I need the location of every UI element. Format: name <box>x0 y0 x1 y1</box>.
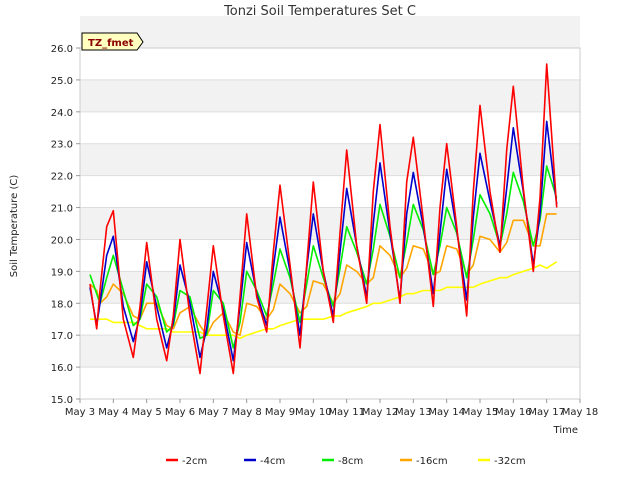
legend-label: -16cm <box>416 456 448 467</box>
x-tick-label: May 16 <box>495 407 532 418</box>
plot-background-bands <box>80 16 580 368</box>
y-tick-label: 19.0 <box>51 267 73 278</box>
annotation-label: TZ_fmet <box>88 38 134 49</box>
y-axis-label: Soil Temperature (C) <box>9 175 20 278</box>
x-tick-label: May 14 <box>428 407 465 418</box>
tz-fmet-annotation: TZ_fmet <box>81 32 144 51</box>
y-tick-label: 26.0 <box>51 44 73 55</box>
y-tick-label: 25.0 <box>51 76 73 87</box>
y-tick-label: 23.0 <box>51 140 73 151</box>
y-tick-label: 24.0 <box>51 108 73 119</box>
x-tick-label: May 8 <box>232 407 262 418</box>
x-tick-label: May 13 <box>395 407 432 418</box>
x-tick-label: May 9 <box>265 407 295 418</box>
x-tick-label: May 18 <box>562 407 599 418</box>
y-tick-label: 22.0 <box>51 172 73 183</box>
series-line-minus-4cm <box>89 120 558 362</box>
x-tick-label: May 5 <box>132 407 162 418</box>
series-lines <box>89 63 558 375</box>
annotation-box <box>81 32 144 51</box>
legend-label: -32cm <box>494 456 526 467</box>
legend-label: -2cm <box>182 456 207 467</box>
series-line-minus-8cm <box>89 165 558 349</box>
plot-band <box>80 335 580 368</box>
x-axis-label: Time <box>553 425 578 436</box>
x-tick-label: May 10 <box>295 407 332 418</box>
x-axis-ticks: May 3 May 4 May 5 May 6 May 7 May 8 May 9 May 1… <box>65 399 598 418</box>
y-axis-ticks: 15.0 16.0 17.0 18.0 19.0 20.0 21.0 22.0 23.0 24.0… <box>51 44 80 406</box>
x-tick-label: May 7 <box>198 407 228 418</box>
legend: -2cm -4cm -8cm -16cm -32cm <box>166 456 526 467</box>
legend-label: -4cm <box>260 456 285 467</box>
x-tick-label: May 4 <box>98 407 128 418</box>
plot-area <box>79 47 581 400</box>
y-tick-label: 17.0 <box>51 331 73 342</box>
y-tick-label: 21.0 <box>51 204 73 215</box>
x-tick-label: May 12 <box>362 407 399 418</box>
y-tick-label: 16.0 <box>51 363 73 374</box>
chart-title: Tonzi Soil Temperatures Set C <box>223 4 416 19</box>
plot-band <box>80 16 580 48</box>
x-tick-label: May 6 <box>165 407 195 418</box>
y-tick-label: 20.0 <box>51 235 73 246</box>
x-tick-label: May 3 <box>65 407 95 418</box>
plot-band <box>80 143 580 176</box>
x-tick-label: May 15 <box>462 407 499 418</box>
plot-band <box>80 79 580 112</box>
y-tick-label: 18.0 <box>51 299 73 310</box>
legend-label: -8cm <box>338 456 363 467</box>
x-tick-label: May 11 <box>328 407 365 418</box>
series-line-minus-2cm <box>89 63 558 375</box>
x-tick-label: May 17 <box>528 407 565 418</box>
y-tick-label: 15.0 <box>51 395 73 406</box>
